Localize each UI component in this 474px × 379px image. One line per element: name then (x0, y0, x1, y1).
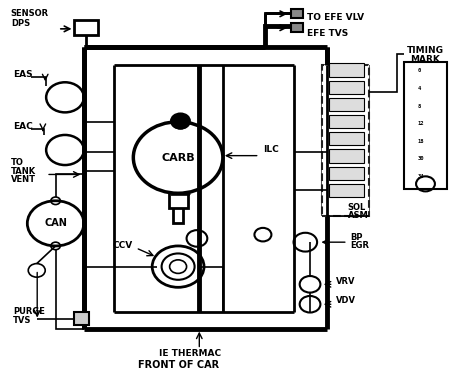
Text: ILC: ILC (263, 145, 279, 154)
Text: VDV: VDV (336, 296, 356, 305)
Text: 12: 12 (418, 121, 424, 126)
Text: 8: 8 (418, 103, 421, 109)
Bar (329, 149, 364, 163)
Bar (329, 115, 364, 128)
Bar (329, 98, 364, 111)
Text: SOL: SOL (348, 203, 366, 212)
Text: VENT: VENT (11, 175, 36, 184)
Text: 0: 0 (418, 69, 421, 74)
Text: 30: 30 (418, 156, 424, 161)
Text: BP: BP (350, 233, 363, 242)
Text: TANK: TANK (11, 167, 36, 176)
Text: CCV: CCV (112, 241, 132, 250)
Bar (329, 63, 364, 77)
Bar (74, 20, 98, 35)
Text: CAN: CAN (44, 218, 67, 229)
Bar (74, 312, 89, 325)
Text: TO: TO (11, 158, 24, 167)
Text: MARK: MARK (410, 55, 440, 64)
Text: TVS: TVS (13, 316, 32, 325)
Text: ASM: ASM (348, 211, 368, 220)
Text: EFE TVS: EFE TVS (307, 29, 348, 38)
Bar (329, 167, 364, 180)
Text: 18: 18 (418, 139, 424, 144)
Text: PURGE: PURGE (13, 307, 45, 316)
Bar (329, 132, 364, 146)
Text: DPS: DPS (11, 19, 30, 28)
Bar (291, 23, 303, 32)
Text: TIMING: TIMING (407, 46, 444, 55)
Bar (329, 184, 364, 197)
Text: TO EFE VLV: TO EFE VLV (307, 13, 364, 22)
Text: IE THERMAC: IE THERMAC (159, 349, 221, 358)
Text: FRONT OF CAR: FRONT OF CAR (137, 360, 219, 370)
Text: CARB: CARB (161, 152, 195, 163)
Text: EGR: EGR (350, 241, 369, 250)
Circle shape (171, 113, 190, 128)
Bar (329, 81, 364, 94)
Text: EAC: EAC (13, 122, 33, 131)
Text: EAS: EAS (13, 70, 33, 78)
Bar (322, 65, 369, 216)
Circle shape (172, 115, 189, 128)
Text: SENSOR: SENSOR (11, 9, 49, 19)
Bar (291, 9, 303, 18)
Text: 4: 4 (418, 86, 421, 91)
Bar (404, 61, 447, 189)
Text: 34: 34 (418, 174, 424, 179)
Text: VRV: VRV (336, 277, 356, 285)
